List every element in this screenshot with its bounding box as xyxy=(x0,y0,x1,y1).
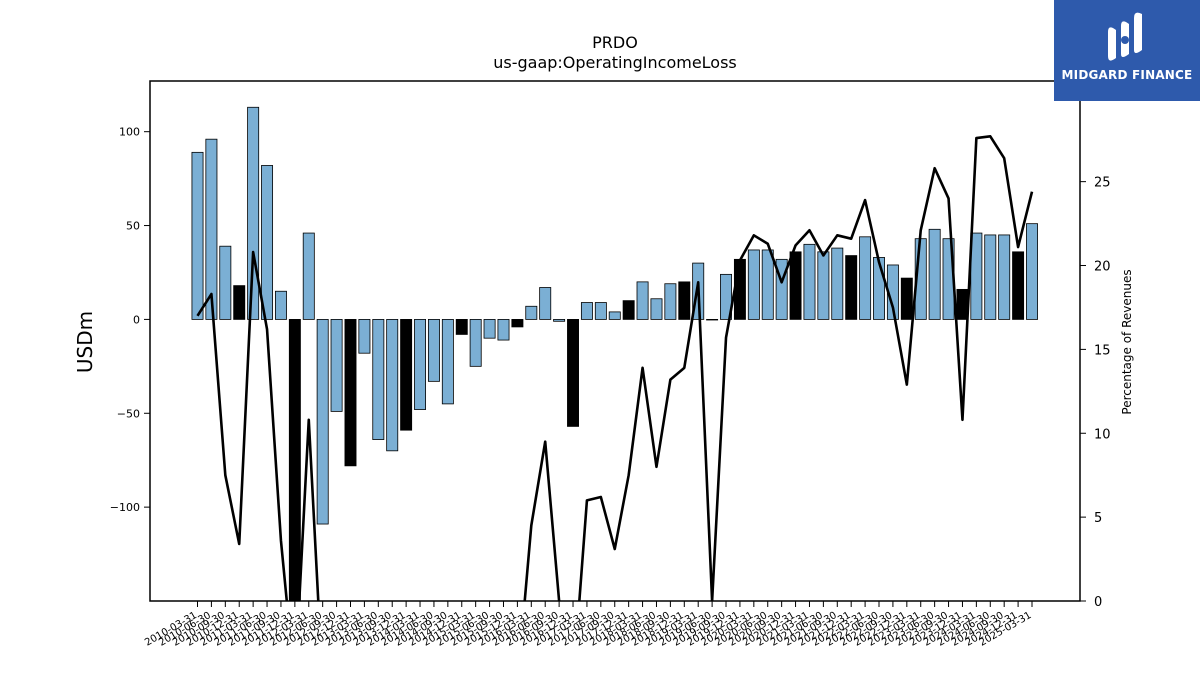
midgard-logo-icon xyxy=(1108,12,1142,61)
bar xyxy=(622,300,635,320)
bar xyxy=(567,319,579,427)
bar xyxy=(288,319,301,602)
y2-tick-label: 0 xyxy=(1094,595,1102,610)
bar xyxy=(775,258,788,320)
bar xyxy=(928,228,941,320)
y2-tick-label: 20 xyxy=(1094,260,1111,275)
bar xyxy=(636,281,649,320)
y2-tick-label: 25 xyxy=(1094,176,1111,191)
percentage-line xyxy=(196,135,1034,601)
bar xyxy=(789,251,802,320)
bar xyxy=(400,319,413,431)
bar xyxy=(191,151,204,320)
bar xyxy=(539,287,552,320)
bar xyxy=(1012,251,1025,320)
bar xyxy=(247,106,260,320)
bar xyxy=(302,232,315,320)
bar xyxy=(580,302,593,320)
bar xyxy=(469,319,482,367)
bar xyxy=(414,319,427,410)
bar xyxy=(900,277,913,320)
y-tick-label: −50 xyxy=(117,407,140,420)
bar xyxy=(873,257,885,320)
bar xyxy=(497,319,510,341)
bar xyxy=(803,243,816,320)
brand-name: MIDGARD FINANCE xyxy=(1061,68,1193,82)
bar xyxy=(525,305,538,320)
y2-tick-label: 10 xyxy=(1094,427,1111,442)
bar xyxy=(483,319,496,339)
bar xyxy=(817,251,830,320)
bar xyxy=(511,319,524,328)
bar xyxy=(845,255,858,320)
y2-tick-label: 15 xyxy=(1094,343,1111,358)
bar xyxy=(330,319,343,412)
bar xyxy=(970,232,983,320)
bar xyxy=(261,165,274,320)
bar xyxy=(859,236,872,320)
brand-logo: MIDGARD FINANCE xyxy=(1054,0,1200,101)
bar xyxy=(706,319,719,321)
percentage-line-series xyxy=(196,135,1034,601)
y-tick-label: 0 xyxy=(133,313,140,326)
y2-axis-label: Percentage of Revenues xyxy=(1120,269,1134,414)
bar xyxy=(1026,223,1038,320)
x-axis: 2010-03-312010-06-302010-09-302010-12-31… xyxy=(143,601,1034,649)
left-y-axis: −100 −50 0 50 100 xyxy=(110,126,150,514)
y2-tick-label: 5 xyxy=(1094,511,1102,526)
bar xyxy=(386,319,399,452)
bar xyxy=(747,249,760,320)
bar xyxy=(761,249,774,320)
bar xyxy=(984,234,997,320)
bar xyxy=(344,319,357,467)
bar xyxy=(372,319,385,440)
bar xyxy=(678,281,691,320)
bar xyxy=(274,290,287,320)
bar xyxy=(233,285,246,320)
bar xyxy=(594,302,607,320)
y-axis-label: USDm xyxy=(73,311,97,373)
chart-subtitle: us-gaap:OperatingIncomeLoss xyxy=(493,53,737,72)
bar xyxy=(831,247,844,320)
bar xyxy=(427,319,440,382)
bar xyxy=(316,319,329,525)
bar xyxy=(441,319,454,405)
bar xyxy=(664,283,677,320)
y-tick-label: −100 xyxy=(110,501,140,514)
bar xyxy=(455,319,468,335)
bar xyxy=(205,138,218,320)
bar xyxy=(608,311,621,320)
bar xyxy=(219,245,232,320)
bar xyxy=(358,319,371,354)
y-tick-label: 100 xyxy=(119,126,140,139)
right-y-axis: 0 5 10 15 20 25 xyxy=(1080,176,1111,610)
bar xyxy=(553,319,566,322)
y-tick-label: 50 xyxy=(126,220,140,233)
chart-title: PRDO xyxy=(592,33,638,52)
bar xyxy=(720,273,732,320)
bar xyxy=(650,298,663,320)
bar xyxy=(998,234,1011,320)
